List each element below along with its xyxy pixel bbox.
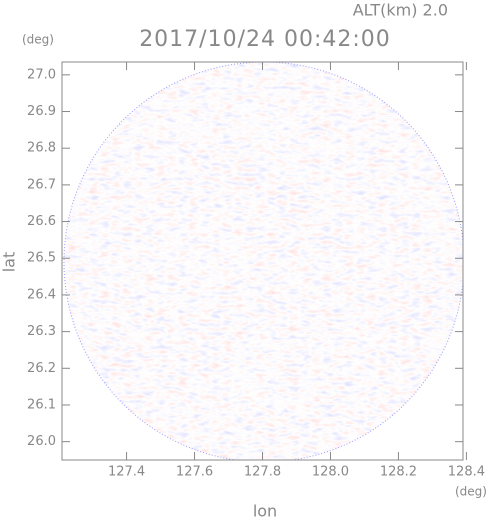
x-tick-label: 128.0 bbox=[312, 465, 349, 480]
chart-title: 2017/10/24 00:42:00 bbox=[139, 27, 391, 52]
y-tick-label: 26.8 bbox=[27, 141, 56, 156]
x-tick-label: 127.4 bbox=[108, 465, 145, 480]
x-axis-label: lon bbox=[253, 502, 277, 521]
y-tick-label: 26.1 bbox=[27, 397, 56, 412]
y-unit: (deg) bbox=[22, 33, 54, 47]
y-tick-label: 26.4 bbox=[27, 287, 56, 302]
y-tick-label: 26.7 bbox=[27, 177, 56, 192]
radar-echo bbox=[64, 62, 463, 460]
y-axis-label: lat bbox=[0, 252, 19, 273]
y-tick-label: 26.2 bbox=[27, 361, 56, 376]
x-tick-label: 127.8 bbox=[244, 465, 281, 480]
y-tick-label: 26.9 bbox=[27, 104, 56, 119]
y-tick-label: 26.6 bbox=[27, 214, 56, 229]
x-tick-label: 127.6 bbox=[176, 465, 213, 480]
x-unit: (deg) bbox=[455, 485, 487, 499]
radar-field bbox=[63, 62, 463, 460]
y-tick-label: 26.3 bbox=[27, 324, 56, 339]
chart-subtitle: ALT(km) 2.0 bbox=[353, 1, 448, 20]
y-tick-label: 26.0 bbox=[27, 434, 56, 449]
y-tick-label: 26.5 bbox=[27, 251, 56, 266]
x-tick-label: 128.2 bbox=[380, 465, 417, 480]
x-tick-label: 128.4 bbox=[448, 465, 485, 480]
y-tick-label: 27.0 bbox=[27, 67, 56, 82]
